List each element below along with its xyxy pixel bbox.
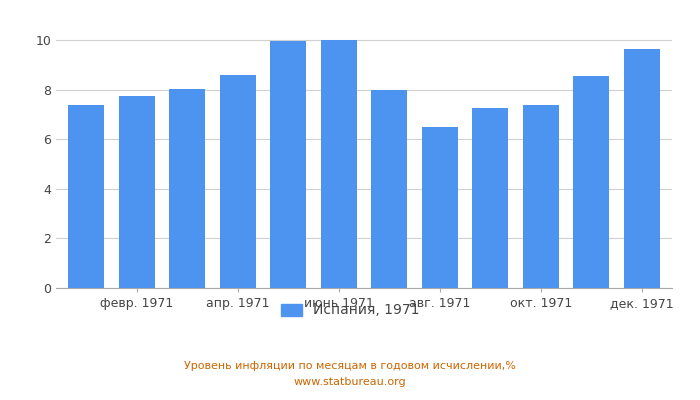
Text: www.statbureau.org: www.statbureau.org <box>294 377 406 387</box>
Bar <box>270 41 307 288</box>
Bar <box>68 105 104 288</box>
Bar <box>624 49 660 288</box>
Bar <box>118 96 155 288</box>
Text: Уровень инфляции по месяцам в годовом исчислении,%: Уровень инфляции по месяцам в годовом ис… <box>184 361 516 371</box>
Bar <box>220 75 256 288</box>
Bar <box>522 105 559 288</box>
Legend: Испания, 1971: Испания, 1971 <box>275 298 425 323</box>
Bar <box>321 40 357 288</box>
Bar <box>169 89 206 288</box>
Bar <box>371 90 407 288</box>
Bar <box>421 127 458 288</box>
Bar <box>472 108 508 288</box>
Bar <box>573 76 610 288</box>
